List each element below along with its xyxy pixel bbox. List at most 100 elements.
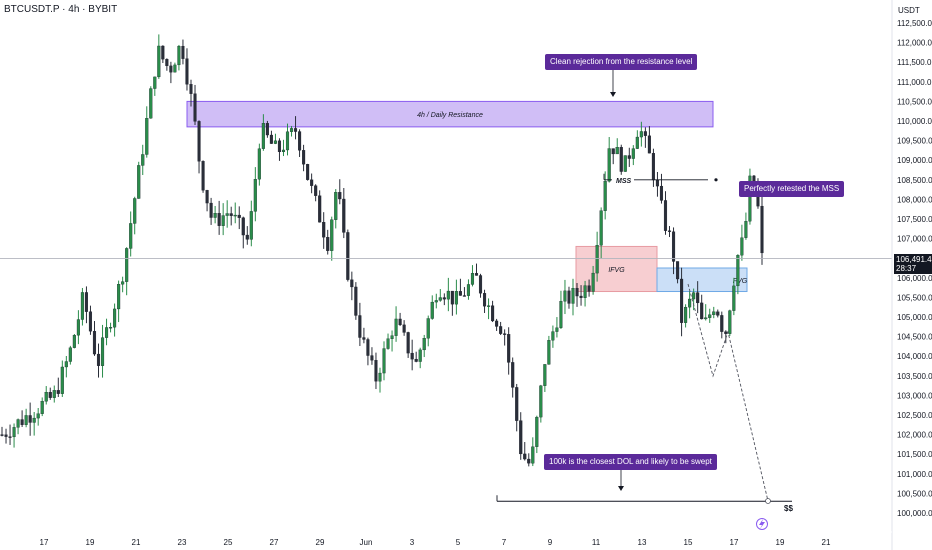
price-tick-label: 109,000.0 (897, 156, 932, 165)
candle-body (671, 231, 676, 262)
time-tick-label: 15 (684, 538, 693, 547)
candle-body (48, 392, 52, 398)
candle-body (378, 372, 382, 382)
candle-body (24, 415, 28, 425)
candle-body (12, 427, 16, 438)
candle-body (4, 434, 8, 437)
candle-body (603, 181, 607, 211)
price-axis[interactable]: 100,000.0 100,500.0 101,000.0 101,500.0 102,… (891, 0, 932, 550)
resistance-rejection-annotation: Clean rejection from the resistance leve… (545, 54, 698, 70)
candle-body (720, 315, 724, 332)
candle-body (651, 153, 655, 181)
price-tick-label: 112,500.0 (897, 19, 932, 28)
time-tick-label: 13 (638, 538, 647, 547)
candle-body (137, 165, 141, 199)
candle-body (326, 237, 330, 251)
price-tick-label: 101,500.0 (897, 450, 932, 459)
time-axis[interactable]: 17 19 21 23 25 27 29 Jun 3 5 7 9 11 13 15 17 19 21 (0, 531, 892, 547)
candle-body (96, 353, 101, 366)
candle-body (667, 230, 672, 232)
candle-body (704, 317, 708, 320)
candle-body (587, 285, 591, 292)
candle-body (426, 318, 430, 339)
candle-body (555, 327, 559, 332)
candle-body (599, 210, 603, 246)
dol-annotation: 100k is the closest DOL and likely to be… (544, 454, 717, 470)
lightning-glyph (759, 519, 765, 529)
candle-body (499, 326, 503, 334)
candle-body (410, 352, 414, 360)
candle-body (225, 213, 229, 216)
candle-body (474, 273, 479, 276)
candle-body (390, 335, 394, 339)
time-tick-label: 5 (456, 538, 461, 547)
candle-body (161, 45, 165, 60)
price-tick-label: 105,000.0 (897, 313, 932, 322)
candle-body (422, 338, 426, 351)
candle-body (314, 185, 318, 196)
candle-body (193, 93, 197, 122)
candle-body (233, 214, 237, 217)
candle-body (197, 121, 201, 162)
price-tick-label: 108,000.0 (897, 195, 932, 204)
candle-body (330, 219, 334, 251)
price-tick-label: 106,000.0 (897, 274, 932, 283)
candle-body (579, 295, 583, 298)
candle-body (177, 45, 181, 66)
candle-body (567, 290, 571, 304)
candle-body (52, 390, 56, 398)
price-tick-label: 111,000.0 (897, 78, 932, 87)
candle-body (442, 297, 446, 300)
candle-body (748, 175, 752, 222)
candle-body (358, 315, 362, 338)
price-tick-label: 101,000.0 (897, 470, 932, 479)
candle-body (88, 311, 93, 332)
candle-body (716, 311, 720, 316)
projected-path (687, 283, 769, 502)
time-tick-label: 21 (822, 538, 831, 547)
candle-body (217, 213, 221, 226)
candle-body (169, 65, 173, 73)
candle-body (507, 334, 511, 363)
candle-body (547, 340, 551, 365)
candle-body (680, 278, 684, 323)
candle-body (478, 275, 483, 294)
time-tick-label: 27 (270, 538, 279, 547)
candle-body (141, 154, 145, 166)
candle-body (16, 419, 20, 428)
ifvg-zone-label: IFVG (608, 267, 625, 274)
candle-body (100, 337, 105, 366)
candle-body (724, 331, 728, 334)
chart-symbol-title: BTCUSDT.P · 4h · BYBIT (4, 4, 118, 15)
candle-body (92, 331, 97, 355)
rejection-arrowhead (610, 92, 616, 97)
candle-body (298, 131, 302, 151)
candle-body (434, 300, 438, 303)
candle-body (575, 288, 579, 297)
candle-body (438, 297, 442, 301)
candle-body (40, 401, 44, 414)
candle-body (129, 223, 133, 249)
price-tick-label: 104,500.0 (897, 333, 932, 342)
candle-body (563, 290, 567, 302)
candle-body (84, 292, 88, 312)
candle-body (157, 45, 161, 78)
time-tick-label: 11 (592, 538, 601, 547)
candle-body (68, 347, 72, 362)
candle-body (531, 446, 535, 464)
candle-body (36, 413, 40, 419)
candle-body (370, 355, 374, 361)
candle-body (105, 327, 109, 338)
candle-body (450, 290, 454, 305)
time-tick-label: 29 (316, 538, 325, 547)
candle-body (523, 453, 527, 460)
zones-layer: 4h / Daily Resistance IFVG FVG (186, 100, 748, 293)
price-tick-label: 103,500.0 (897, 372, 932, 381)
price-scale-currency[interactable]: USDT (898, 6, 920, 15)
candle-body (245, 234, 249, 240)
price-tick-label: 111,500.0 (897, 58, 932, 67)
candle-body (519, 420, 523, 455)
candle-body (60, 366, 64, 394)
price-tick-label: 108,500.0 (897, 176, 932, 185)
